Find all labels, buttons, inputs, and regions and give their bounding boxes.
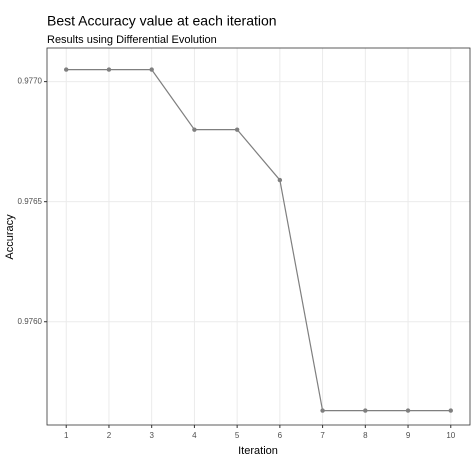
point — [405, 408, 411, 413]
point — [106, 67, 112, 72]
x-axis-label: Iteration — [238, 445, 278, 457]
x-tick-label: 6 — [278, 431, 283, 440]
x-tick-label: 7 — [320, 431, 325, 440]
chart-title: Best Accuracy value at each iteration — [47, 13, 277, 29]
panel-border — [46, 47, 471, 426]
point — [363, 408, 368, 413]
y-tick-label: 0.9770 — [18, 77, 43, 86]
y-tick-label: 0.9760 — [18, 317, 43, 326]
chart-subtitle: Results using Differential Evolution — [47, 34, 217, 46]
y-tick-label: 0.9765 — [18, 197, 43, 206]
x-tick-label: 1 — [64, 431, 69, 440]
point — [192, 127, 197, 132]
x-tick-label: 9 — [406, 431, 411, 440]
x-tick-label: 4 — [192, 431, 197, 440]
point — [149, 67, 154, 72]
point — [234, 127, 240, 132]
x-tick-label: 10 — [446, 431, 455, 440]
point — [277, 177, 283, 183]
point — [448, 408, 453, 413]
line — [66, 69, 451, 412]
x-tick-label: 8 — [363, 431, 368, 440]
panel — [47, 48, 470, 425]
x-tick-label: 2 — [107, 431, 112, 440]
point — [320, 408, 325, 413]
y-axis-label: Accuracy — [4, 214, 16, 260]
x-tick-label: 5 — [235, 431, 240, 440]
x-tick-label: 3 — [149, 431, 154, 440]
point — [64, 67, 69, 72]
